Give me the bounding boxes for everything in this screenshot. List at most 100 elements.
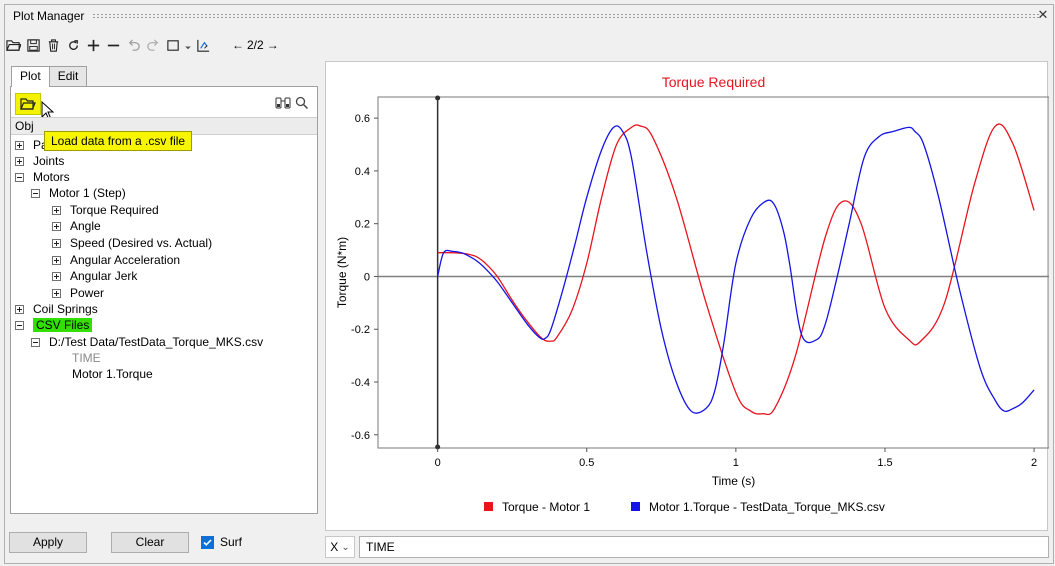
add-icon[interactable] (84, 36, 102, 54)
remove-icon[interactable] (104, 36, 122, 54)
tree-label: Motor 1.Torque (72, 367, 153, 381)
tree-item-power[interactable]: Power (52, 285, 104, 301)
tree-label: CSV Files (33, 318, 93, 332)
object-header-label: Obj (15, 119, 34, 133)
expand-plus-icon[interactable] (52, 288, 61, 298)
export-chart-icon[interactable] (194, 36, 212, 54)
collapse-minus-icon[interactable] (31, 188, 40, 198)
torque-chart[interactable]: Torque Required -0.6 -0.4 -0.2 0 0.2 0.4 0.6 0 0.… (326, 62, 1049, 532)
tree-item-motors[interactable]: Motors (15, 169, 70, 185)
red-series-line (437, 123, 1035, 416)
expand-plus-icon[interactable] (52, 221, 61, 231)
nav-prev-arrow[interactable]: ← (232, 38, 244, 52)
tree-item-motor1[interactable]: Motor 1 (Step) (31, 185, 126, 201)
open-folder-icon[interactable] (4, 36, 22, 54)
dropdown-arrow-icon[interactable] (184, 36, 192, 54)
y-tick-label: -0.4 (351, 377, 370, 389)
apply-button[interactable]: Apply (9, 532, 87, 553)
tree-label: Angular Acceleration (70, 253, 181, 267)
expand-plus-icon[interactable] (52, 205, 61, 215)
surf-label: Surf (220, 535, 243, 549)
undo-icon[interactable] (124, 36, 142, 54)
y-tick-label: -0.2 (351, 324, 370, 336)
y-tick-label: 0.2 (355, 219, 370, 231)
select-box-icon[interactable] (164, 36, 182, 54)
save-icon[interactable] (24, 36, 42, 54)
main-toolbar: ← 2/2 → (4, 34, 279, 56)
expand-plus-icon[interactable] (15, 140, 24, 150)
x-tick-label: 0.5 (579, 457, 594, 469)
bottom-actions: Apply Clear Surf (8, 532, 320, 554)
plot-area[interactable]: Torque Required -0.6 -0.4 -0.2 0 0.2 0.4 0.6 0 0.… (325, 61, 1049, 532)
tree-label: Power (70, 286, 105, 300)
expand-plus-icon[interactable] (15, 304, 24, 314)
tree-item-speed[interactable]: Speed (Desired vs. Actual) (52, 235, 212, 251)
tree-item-motor1-torque[interactable]: Motor 1.Torque (72, 366, 153, 382)
tooltip: Load data from a .csv file (44, 131, 193, 151)
tree-item-time[interactable]: TIME (72, 350, 101, 366)
panel-splitter[interactable] (321, 61, 326, 556)
tree-item-csv-files[interactable]: CSV Files (15, 317, 93, 333)
left-panel: Plot Edit Obj Parts Joints Motors Motor … (8, 61, 320, 556)
x-axis-selector-value: X (330, 540, 339, 554)
close-icon[interactable]: ✕ (1037, 7, 1049, 22)
chevron-down-icon: ⌄ (341, 541, 350, 553)
window-title: Plot Manager (13, 9, 85, 23)
nav-next-arrow[interactable]: → (266, 38, 279, 52)
delete-icon[interactable] (44, 36, 62, 54)
collapse-minus-icon[interactable] (31, 337, 40, 347)
collapse-minus-icon[interactable] (15, 320, 24, 330)
surf-checkbox[interactable] (201, 536, 214, 549)
binoculars-icon[interactable] (275, 96, 291, 110)
expand-plus-icon[interactable] (52, 271, 61, 281)
tree-label: Torque Required (70, 203, 159, 217)
y-tick-label: 0.4 (355, 166, 370, 178)
title-bar[interactable]: Plot Manager ✕ (5, 5, 1053, 27)
tree-label: Motor 1 (Step) (49, 186, 126, 200)
tree-item-angular-jerk[interactable]: Angular Jerk (52, 268, 137, 284)
tab-plot[interactable]: Plot (11, 66, 50, 87)
x-axis-selector[interactable]: X ⌄ (325, 536, 355, 558)
legend-label: Torque - Motor 1 (502, 500, 590, 514)
blue-series-line (437, 125, 1035, 414)
title-grip[interactable] (92, 13, 1039, 19)
tree-label: Speed (Desired vs. Actual) (70, 236, 213, 250)
x-tick-label: 1 (733, 457, 739, 469)
collapse-minus-icon[interactable] (15, 172, 24, 182)
tree-item-angular-acceleration[interactable]: Angular Acceleration (52, 252, 180, 268)
load-csv-button[interactable] (15, 93, 41, 115)
refresh-icon[interactable] (64, 36, 82, 54)
tree-label: Coil Springs (33, 302, 98, 316)
tree-item-torque-required[interactable]: Torque Required (52, 202, 159, 218)
tree-label: Angle (70, 219, 101, 233)
search-icon[interactable] (295, 96, 309, 110)
expand-plus-icon[interactable] (52, 238, 61, 248)
tree-label: Angular Jerk (70, 269, 138, 283)
legend-swatch (484, 502, 493, 511)
plot-tab-pane: Obj Parts Joints Motors Motor 1 (Step) T… (10, 86, 318, 514)
y-tick-label: 0.6 (355, 113, 370, 125)
tree-label: TIME (72, 351, 101, 365)
tree-item-coil-springs[interactable]: Coil Springs (15, 301, 98, 317)
y-tick-label: -0.6 (351, 430, 370, 442)
expand-plus-icon[interactable] (52, 255, 61, 265)
redo-icon[interactable] (144, 36, 162, 54)
tree-item-angle[interactable]: Angle (52, 218, 101, 234)
checkmark-icon (203, 539, 212, 546)
page-indicator: 2/2 (247, 38, 264, 52)
legend-label: Motor 1.Torque - TestData_Torque_MKS.csv (649, 500, 885, 514)
tab-strip: Plot Edit (11, 66, 88, 87)
x-tick-label: 1.5 (877, 457, 892, 469)
tree-label: D:/Test Data/TestData_Torque_MKS.csv (49, 335, 264, 349)
tree-item-csv-file[interactable]: D:/Test Data/TestData_Torque_MKS.csv (31, 334, 263, 350)
open-folder-icon (20, 98, 36, 110)
x-axis-label: Time (s) (712, 474, 756, 488)
tree-item-joints[interactable]: Joints (15, 153, 64, 169)
clear-button[interactable]: Clear (111, 532, 189, 553)
x-expression-input[interactable]: TIME (359, 536, 1049, 558)
expand-plus-icon[interactable] (15, 156, 24, 166)
cursor-marker-top (435, 95, 441, 101)
page-navigator: ← 2/2 → (232, 38, 279, 52)
x-tick-label: 2 (1031, 457, 1037, 469)
tab-edit[interactable]: Edit (48, 66, 88, 86)
